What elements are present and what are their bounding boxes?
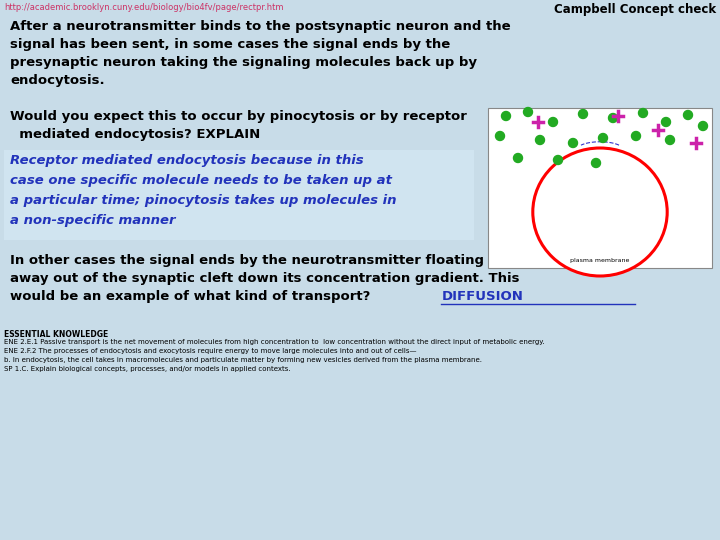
Text: SP 1.C. Explain biological concepts, processes, and/or models in applied context: SP 1.C. Explain biological concepts, pro… bbox=[4, 366, 291, 372]
Text: away out of the synaptic cleft down its concentration gradient. This: away out of the synaptic cleft down its … bbox=[10, 272, 520, 285]
FancyBboxPatch shape bbox=[4, 150, 474, 240]
Text: signal has been sent, in some cases the signal ends by the: signal has been sent, in some cases the … bbox=[10, 38, 450, 51]
Text: DIFFUSION: DIFFUSION bbox=[442, 290, 524, 303]
Text: http://academic.brooklyn.cuny.edu/biology/bio4fv/page/rectpr.htm: http://academic.brooklyn.cuny.edu/biolog… bbox=[4, 3, 284, 12]
Circle shape bbox=[592, 159, 600, 167]
Circle shape bbox=[598, 133, 608, 143]
Text: a non-specific manner: a non-specific manner bbox=[10, 214, 176, 227]
Text: ESSENTIAL KNOWLEDGE: ESSENTIAL KNOWLEDGE bbox=[4, 330, 108, 339]
Text: ENE 2.F.2 The processes of endocytosis and exocytosis require energy to move lar: ENE 2.F.2 The processes of endocytosis a… bbox=[4, 348, 416, 354]
Text: Receptor mediated endocytosis because in this: Receptor mediated endocytosis because in… bbox=[10, 154, 364, 167]
Text: presynaptic neuron taking the signaling molecules back up by: presynaptic neuron taking the signaling … bbox=[10, 56, 477, 69]
Text: endocytosis.: endocytosis. bbox=[10, 74, 104, 87]
Circle shape bbox=[608, 113, 618, 123]
Text: plasma membrane: plasma membrane bbox=[570, 258, 630, 263]
Text: a particular time; pinocytosis takes up molecules in: a particular time; pinocytosis takes up … bbox=[10, 194, 397, 207]
Circle shape bbox=[665, 136, 675, 145]
Circle shape bbox=[631, 132, 641, 140]
Text: would be an example of what kind of transport?: would be an example of what kind of tran… bbox=[10, 290, 370, 303]
Circle shape bbox=[698, 122, 708, 131]
Circle shape bbox=[523, 107, 533, 117]
Circle shape bbox=[495, 132, 505, 140]
Circle shape bbox=[662, 118, 670, 126]
Text: In other cases the signal ends by the neurotransmitter floating: In other cases the signal ends by the ne… bbox=[10, 254, 484, 267]
Circle shape bbox=[639, 109, 647, 118]
Text: ENE 2.E.1 Passive transport is the net movement of molecules from high concentra: ENE 2.E.1 Passive transport is the net m… bbox=[4, 339, 544, 345]
Circle shape bbox=[536, 136, 544, 145]
Circle shape bbox=[683, 111, 693, 119]
Text: After a neurotransmitter binds to the postsynaptic neuron and the: After a neurotransmitter binds to the po… bbox=[10, 20, 510, 33]
Circle shape bbox=[578, 110, 588, 118]
Text: mediated endocytosis? EXPLAIN: mediated endocytosis? EXPLAIN bbox=[10, 128, 260, 141]
Circle shape bbox=[554, 156, 562, 165]
FancyBboxPatch shape bbox=[488, 108, 712, 268]
Circle shape bbox=[549, 118, 557, 126]
Ellipse shape bbox=[533, 148, 667, 276]
Text: b. In endocytosis, the cell takes in macromolecules and particulate matter by fo: b. In endocytosis, the cell takes in mac… bbox=[4, 357, 482, 363]
Circle shape bbox=[502, 111, 510, 120]
Text: case one specific molecule needs to be taken up at: case one specific molecule needs to be t… bbox=[10, 174, 392, 187]
Circle shape bbox=[569, 138, 577, 147]
Circle shape bbox=[513, 153, 523, 163]
Text: Would you expect this to occur by pinocytosis or by receptor: Would you expect this to occur by pinocy… bbox=[10, 110, 467, 123]
Text: Campbell Concept check: Campbell Concept check bbox=[554, 3, 716, 16]
